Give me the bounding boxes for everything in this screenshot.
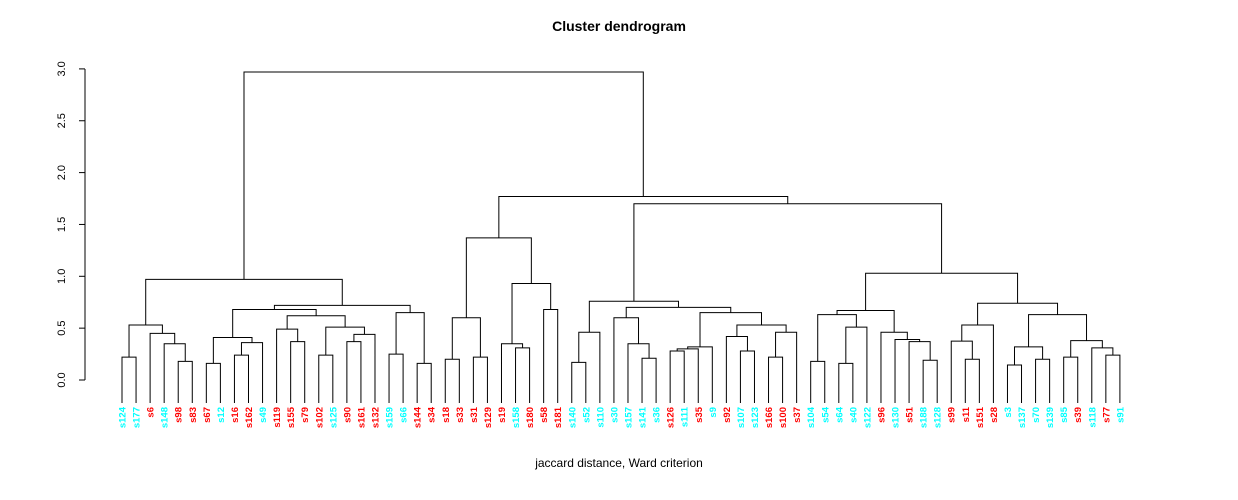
leaf-label: s9 [708, 407, 719, 418]
leaf-label: s79 [300, 407, 311, 423]
leaf-label: s162 [244, 407, 255, 428]
y-axis-tick-label: 0.0 [56, 372, 68, 387]
leaf-label: s144 [413, 406, 424, 428]
chart-caption: jaccard distance, Ward criterion [535, 456, 703, 470]
leaf-label: s28 [989, 407, 1000, 423]
leaf-label: s31 [469, 406, 480, 423]
leaf-label: s51 [905, 406, 916, 423]
leaf-label: s30 [609, 407, 620, 423]
leaf-label: s151 [975, 406, 986, 428]
leaf-label: s3 [1003, 407, 1014, 418]
leaf-label: s123 [750, 407, 761, 428]
leaf-label: s99 [947, 407, 958, 423]
leaf-label: s148 [160, 407, 171, 428]
leaf-label: s77 [1101, 407, 1112, 423]
leaf-label: s58 [539, 407, 550, 423]
leaf-label: s18 [441, 407, 452, 423]
leaf-label: s137 [1017, 407, 1028, 428]
leaf-label: s90 [342, 407, 353, 423]
dendrogram-links [121, 71, 1121, 403]
leaf-label: s130 [891, 407, 902, 428]
leaf-label: s33 [455, 407, 466, 423]
leaf-label: s159 [385, 407, 396, 428]
leaf-label: s132 [370, 407, 381, 428]
y-axis-tick-label: 3.0 [56, 61, 68, 76]
leaf-label: s119 [272, 407, 283, 428]
leaf-label: s83 [188, 407, 199, 423]
y-axis-tick-label: 2.0 [56, 165, 68, 180]
leaf-label: s181 [553, 406, 564, 428]
leaf-label: s96 [876, 407, 887, 423]
y-axis-tick-label: 1.0 [56, 269, 68, 284]
leaf-label: s139 [1045, 407, 1056, 428]
leaf-label: s67 [202, 407, 213, 423]
leaf-label: s98 [174, 407, 185, 423]
leaf-label: s39 [1073, 407, 1084, 423]
leaf-label: s129 [483, 407, 494, 428]
y-axis-tick-label: 1.5 [56, 217, 68, 232]
leaf-label: s11 [961, 406, 972, 422]
leaf-label: s36 [652, 407, 663, 423]
leaf-label: s35 [694, 406, 705, 423]
leaf-label: s161 [356, 406, 367, 428]
leaf-label: s66 [399, 407, 410, 423]
leaf-label: s177 [132, 407, 143, 428]
y-axis-tick-label: 2.5 [56, 113, 68, 128]
leaf-label: s16 [230, 407, 241, 423]
leaf-label: s54 [820, 406, 831, 423]
leaf-label: s70 [1031, 407, 1042, 423]
leaf-label: s124 [118, 406, 129, 428]
leaf-label: s126 [666, 407, 677, 428]
leaf-label: s140 [567, 407, 578, 428]
leaf-label: s52 [581, 407, 592, 423]
leaf-label: s49 [258, 407, 269, 423]
leaf-label: s155 [286, 406, 297, 428]
leaf-label: s34 [427, 406, 438, 423]
leaf-label: s92 [722, 407, 733, 423]
leaf-label: s37 [792, 407, 803, 423]
leaf-label: s19 [497, 407, 508, 423]
leaf-label: s122 [862, 407, 873, 428]
leaf-label: s125 [328, 406, 339, 428]
leaf-label: s40 [848, 407, 859, 423]
leaf-label: s166 [764, 407, 775, 428]
leaf-label: s118 [1087, 407, 1098, 428]
leaf-label: s85 [1059, 406, 1070, 423]
leaf-label: s91 [1115, 406, 1126, 423]
leaf-label: s6 [146, 407, 157, 418]
leaf-label: s107 [736, 407, 747, 428]
leaf-label: s158 [511, 407, 522, 428]
leaf-label: s180 [525, 407, 536, 428]
leaf-label: s102 [314, 407, 325, 428]
leaf-label: s12 [216, 407, 227, 423]
leaf-label: s64 [834, 406, 845, 423]
leaf-label: s110 [595, 407, 606, 428]
leaf-label: s188 [919, 407, 930, 428]
leaf-label: s111 [680, 406, 691, 427]
leaf-label: s141 [638, 406, 649, 428]
leaf-label: s100 [778, 407, 789, 428]
y-axis-tick-label: 0.5 [56, 321, 68, 336]
leaf-label: s157 [623, 407, 634, 428]
leaf-label: s104 [806, 406, 817, 428]
leaf-label: s128 [933, 407, 944, 428]
chart-title: Cluster dendrogram [552, 18, 686, 34]
